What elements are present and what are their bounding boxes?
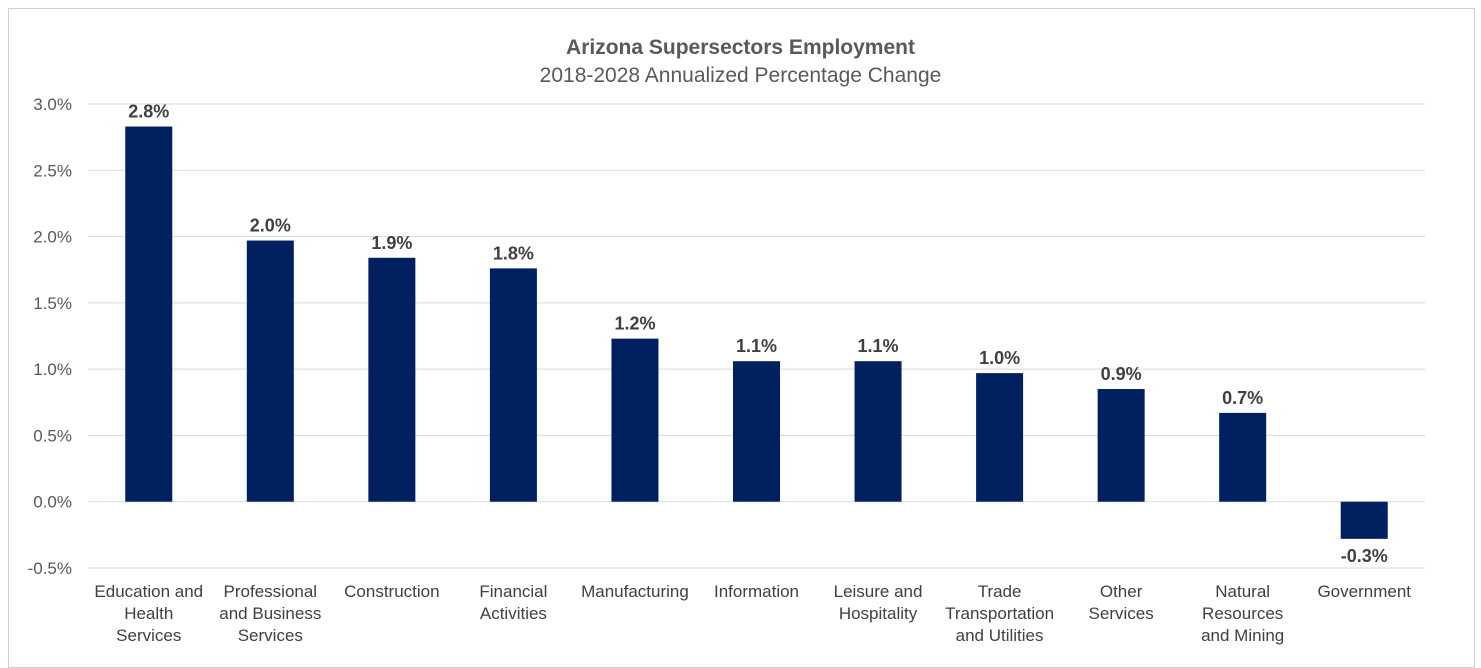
y-tick-label: 0.5% — [33, 426, 72, 445]
category-label: Leisure and Hospitality — [834, 582, 923, 623]
bar — [976, 373, 1024, 502]
data-label: 1.2% — [614, 314, 655, 334]
bar — [246, 240, 294, 502]
data-label: 1.1% — [736, 336, 777, 356]
data-label: 0.7% — [1222, 388, 1263, 408]
bar — [1340, 501, 1388, 539]
data-label: 1.0% — [979, 348, 1020, 368]
category-label: Natural Resources and Mining — [1201, 582, 1284, 645]
data-label: -0.3% — [1341, 546, 1388, 566]
data-label: 2.0% — [250, 216, 291, 236]
bar — [1097, 389, 1145, 502]
category-label: Trade Transportation and Utilities — [945, 582, 1054, 645]
category-label: Construction — [344, 582, 439, 601]
data-label: 1.8% — [493, 243, 534, 263]
chart-subtitle: 2018-2028 Annualized Percentage Change — [539, 64, 942, 87]
category-label: Education and Health Services — [94, 582, 203, 645]
y-tick-label: 3.0% — [33, 95, 72, 114]
y-tick-label: 0.0% — [33, 493, 72, 512]
category-label: Financial Activities — [479, 582, 547, 623]
y-tick-label: 2.0% — [33, 228, 72, 247]
data-label: 2.8% — [128, 102, 169, 122]
bar — [125, 126, 173, 502]
bar-chart: 3.0% 2.5% 2.0% 1.5% 1.0% 0.5% 0.0% -0.5% 2.8% Edu… — [28, 95, 1425, 645]
data-label: 1.1% — [858, 336, 899, 356]
bar — [611, 338, 659, 502]
category-label: Professional and Business Services — [219, 582, 321, 645]
y-tick-label: -0.5% — [28, 559, 72, 578]
category-label: Other Services — [1089, 582, 1154, 623]
data-label: 1.9% — [371, 233, 412, 253]
category-label: Information — [714, 582, 799, 601]
y-tick-label: 1.0% — [33, 360, 72, 379]
data-label: 0.9% — [1101, 364, 1142, 384]
category-label: Manufacturing — [581, 582, 689, 601]
chart-title: Arizona Supersectors Employment — [566, 36, 915, 59]
y-tick-label: 2.5% — [33, 161, 72, 180]
bar — [368, 257, 416, 502]
bar — [854, 361, 902, 502]
bar — [489, 268, 537, 502]
bar — [1219, 412, 1267, 502]
category-label: Government — [1317, 582, 1411, 601]
bar — [733, 361, 780, 502]
y-tick-label: 1.5% — [33, 294, 72, 313]
